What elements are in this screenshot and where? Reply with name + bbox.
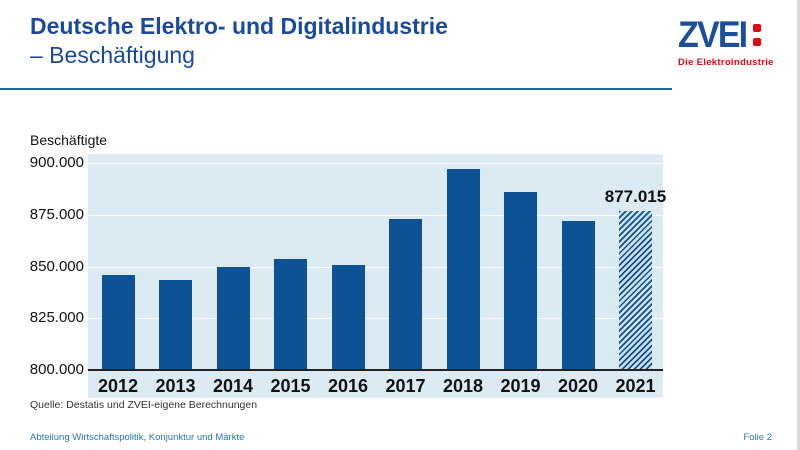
zvei-colon-icon — [753, 24, 762, 46]
zvei-logo: ZVEI Die Elektroindustrie — [678, 16, 778, 68]
bar-2021 — [619, 210, 652, 370]
y-tick-label: 825.000 — [29, 309, 84, 327]
header-rule — [0, 88, 672, 90]
bar-2018 — [446, 169, 480, 370]
gridline — [88, 163, 663, 165]
source-note: Quelle: Destatis und ZVEI-eigene Berechn… — [30, 399, 258, 411]
y-axis-title: Beschäftigte — [30, 132, 108, 148]
footer-department: Abteilung Wirtschaftspolitik, Konjunktur… — [30, 432, 245, 443]
zvei-logo-text: ZVEI — [678, 14, 748, 55]
y-tick-label: 875.000 — [29, 205, 84, 223]
bar-2014 — [216, 266, 250, 370]
x-tick-label: 2018 — [442, 376, 484, 396]
bar-2019 — [504, 192, 537, 370]
slide-right-edge — [797, 0, 800, 450]
page-subtitle: – Beschäftigung — [30, 42, 195, 68]
plot-area: 2012 2013 2014 2015 2016 2017 2018 2019 2020 2021… — [88, 154, 666, 398]
y-tick-label: 800.000 — [29, 361, 84, 378]
x-tick-label: 2017 — [385, 376, 426, 396]
footer-slide-number: Folie 2 — [743, 432, 772, 443]
gridline — [88, 214, 663, 216]
bar-2017 — [389, 219, 422, 370]
y-tick-label: 900.000 — [29, 154, 84, 172]
zvei-logo-tagline: Die Elektroindustrie — [678, 57, 774, 68]
x-axis-line — [88, 369, 663, 371]
bar-2012 — [101, 274, 135, 370]
y-tick-label: 850.000 — [29, 257, 84, 275]
bar-2015 — [274, 259, 307, 370]
x-tick-label: 2020 — [557, 376, 599, 396]
x-tick-label: 2014 — [212, 376, 254, 396]
page-title: Deutsche Elektro- und Digitalindustrie — [30, 13, 448, 39]
bar-2013 — [159, 280, 192, 370]
x-tick-label: 2015 — [270, 376, 311, 396]
bar-value-label: 877.015 — [604, 186, 667, 206]
x-tick-label: 2019 — [500, 376, 541, 396]
bar-2016 — [331, 264, 365, 370]
x-tick-label: 2016 — [327, 376, 369, 396]
gridline — [88, 266, 663, 268]
x-tick-label: 2013 — [155, 376, 196, 396]
bar-2020 — [561, 221, 595, 370]
gridline — [88, 318, 663, 320]
x-tick-label: 2012 — [97, 376, 139, 396]
header: Deutsche Elektro- und Digitalindustrie –… — [30, 12, 448, 70]
x-tick-label: 2021 — [615, 376, 656, 396]
